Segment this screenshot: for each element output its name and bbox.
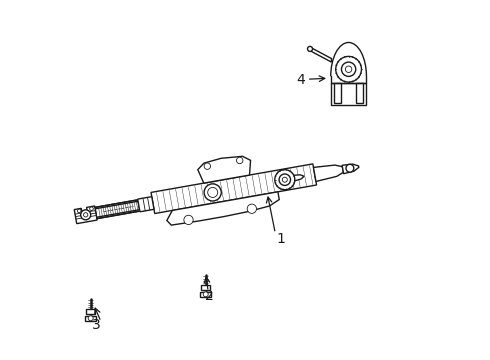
Polygon shape (95, 199, 143, 219)
Circle shape (279, 174, 291, 185)
Circle shape (247, 204, 256, 213)
Circle shape (77, 209, 81, 213)
Polygon shape (85, 316, 97, 321)
Text: 3: 3 (93, 318, 101, 332)
Circle shape (90, 207, 93, 211)
Circle shape (342, 62, 356, 76)
Circle shape (282, 177, 287, 182)
Circle shape (237, 157, 243, 164)
Circle shape (84, 213, 88, 217)
Circle shape (204, 184, 221, 201)
Text: 2: 2 (205, 289, 214, 303)
Polygon shape (201, 285, 210, 290)
Polygon shape (198, 156, 250, 183)
Polygon shape (342, 164, 359, 174)
Polygon shape (356, 83, 363, 103)
Polygon shape (310, 47, 331, 62)
Polygon shape (151, 164, 317, 213)
Circle shape (81, 210, 91, 220)
Polygon shape (334, 83, 342, 103)
Circle shape (345, 66, 352, 72)
Circle shape (208, 188, 218, 197)
Circle shape (203, 292, 208, 297)
Polygon shape (86, 309, 95, 314)
Polygon shape (331, 83, 367, 105)
Circle shape (275, 170, 295, 190)
Text: 4: 4 (296, 73, 305, 87)
Circle shape (308, 46, 313, 51)
Polygon shape (200, 292, 211, 297)
Polygon shape (74, 206, 97, 224)
Polygon shape (95, 201, 140, 217)
Circle shape (346, 164, 354, 172)
Circle shape (336, 57, 362, 82)
Polygon shape (138, 197, 154, 212)
Circle shape (204, 163, 211, 170)
Polygon shape (314, 165, 343, 181)
Circle shape (184, 215, 193, 225)
Polygon shape (167, 192, 279, 225)
Text: 1: 1 (276, 232, 285, 246)
Circle shape (88, 316, 93, 321)
Polygon shape (293, 175, 304, 181)
